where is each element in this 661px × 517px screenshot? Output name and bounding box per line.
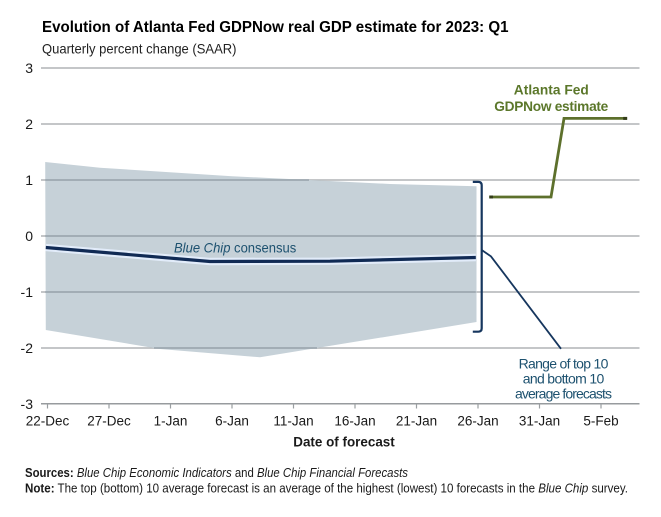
svg-text:5-Feb: 5-Feb [583,414,618,429]
svg-text:31-Jan: 31-Jan [519,414,560,429]
svg-text:Evolution of Atlanta Fed GDPNo: Evolution of Atlanta Fed GDPNow real GDP… [42,19,509,36]
svg-text:27-Dec: 27-Dec [87,414,131,429]
svg-text:21-Jan: 21-Jan [396,414,437,429]
svg-text:Atlanta Fed: Atlanta Fed [514,82,589,97]
svg-text:2: 2 [25,116,33,132]
svg-text:-2: -2 [21,340,34,356]
svg-text:Range of top 10: Range of top 10 [519,356,609,372]
svg-text:16-Jan: 16-Jan [334,414,375,429]
svg-text:1: 1 [25,172,33,188]
svg-text:3: 3 [25,60,33,76]
svg-text:11-Jan: 11-Jan [273,414,313,429]
svg-text:-1: -1 [21,284,34,300]
svg-text:0: 0 [25,228,33,244]
svg-text:Blue Chip consensus: Blue Chip consensus [174,239,296,255]
svg-text:22-Dec: 22-Dec [26,414,70,429]
svg-text:Date of forecast: Date of forecast [293,433,395,449]
svg-text:Quarterly percent change (SAAR: Quarterly percent change (SAAR) [42,41,237,57]
svg-text:Sources: Blue Chip Economic In: Sources: Blue Chip Economic Indicators a… [25,465,408,480]
svg-text:-3: -3 [21,396,34,412]
svg-text:1-Jan: 1-Jan [154,414,188,429]
svg-text:26-Jan: 26-Jan [457,414,498,429]
svg-text:Note: The top (bottom) 10 aver: Note: The top (bottom) 10 average foreca… [25,481,628,496]
svg-text:6-Jan: 6-Jan [215,414,249,429]
svg-text:and bottom 10: and bottom 10 [523,371,605,387]
svg-text:GDPNow estimate: GDPNow estimate [494,99,608,114]
svg-text:average forecasts: average forecasts [515,386,612,402]
